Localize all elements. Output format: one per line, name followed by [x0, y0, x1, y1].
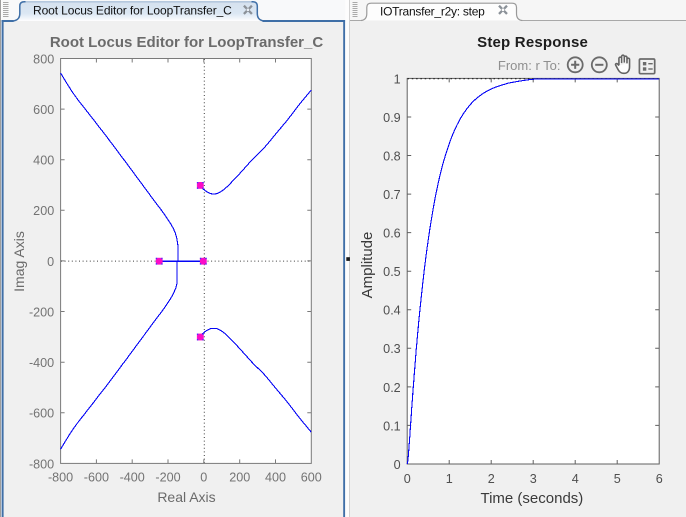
svg-text:-200: -200	[29, 305, 54, 319]
svg-text:0.6: 0.6	[383, 227, 401, 241]
svg-text:4: 4	[572, 472, 579, 486]
svg-text:Time (seconds): Time (seconds)	[480, 490, 583, 507]
svg-text:From: r To:: From: r To:	[498, 58, 561, 73]
svg-text:2: 2	[488, 472, 495, 486]
svg-text:0.9: 0.9	[383, 111, 401, 125]
svg-text:0.2: 0.2	[383, 381, 401, 395]
svg-text:0.7: 0.7	[383, 188, 401, 202]
svg-text:0: 0	[47, 255, 54, 269]
svg-text:800: 800	[33, 52, 54, 66]
svg-text:-200: -200	[155, 471, 180, 485]
svg-text:400: 400	[33, 154, 54, 168]
svg-text:3: 3	[530, 472, 537, 486]
svg-text:600: 600	[301, 471, 322, 485]
svg-text:0: 0	[200, 471, 207, 485]
svg-text:Root Locus Editor for LoopTran: Root Locus Editor for LoopTransfer_C	[50, 34, 324, 51]
svg-text:Amplitude: Amplitude	[359, 232, 376, 299]
svg-text:0.8: 0.8	[383, 149, 401, 163]
svg-text:0.3: 0.3	[383, 342, 401, 356]
svg-text:0.4: 0.4	[383, 304, 401, 318]
svg-text:0: 0	[404, 472, 411, 486]
svg-text:0.1: 0.1	[383, 419, 401, 433]
svg-text:-800: -800	[29, 457, 54, 471]
svg-text:-800: -800	[48, 471, 73, 485]
svg-text:IOTransfer_r2y: step: IOTransfer_r2y: step	[380, 4, 485, 18]
svg-text:200: 200	[33, 204, 54, 218]
svg-text:Imag Axis: Imag Axis	[11, 231, 27, 292]
svg-text:400: 400	[265, 471, 286, 485]
svg-text:1: 1	[446, 472, 453, 486]
svg-text:Step Response: Step Response	[477, 34, 588, 51]
svg-text:-600: -600	[84, 471, 109, 485]
svg-text:0.5: 0.5	[383, 265, 401, 279]
svg-text:-400: -400	[29, 356, 54, 370]
svg-text:5: 5	[614, 472, 621, 486]
svg-text:600: 600	[33, 103, 54, 117]
svg-text:200: 200	[229, 471, 250, 485]
svg-text:-400: -400	[120, 471, 145, 485]
svg-text:6: 6	[656, 472, 663, 486]
svg-text:Real Axis: Real Axis	[157, 489, 215, 505]
svg-text:0: 0	[394, 458, 401, 472]
svg-text:Root Locus Editor for LoopTran: Root Locus Editor for LoopTransfer_C	[33, 4, 232, 18]
svg-text:-600: -600	[29, 407, 54, 421]
svg-text:1: 1	[394, 72, 401, 86]
